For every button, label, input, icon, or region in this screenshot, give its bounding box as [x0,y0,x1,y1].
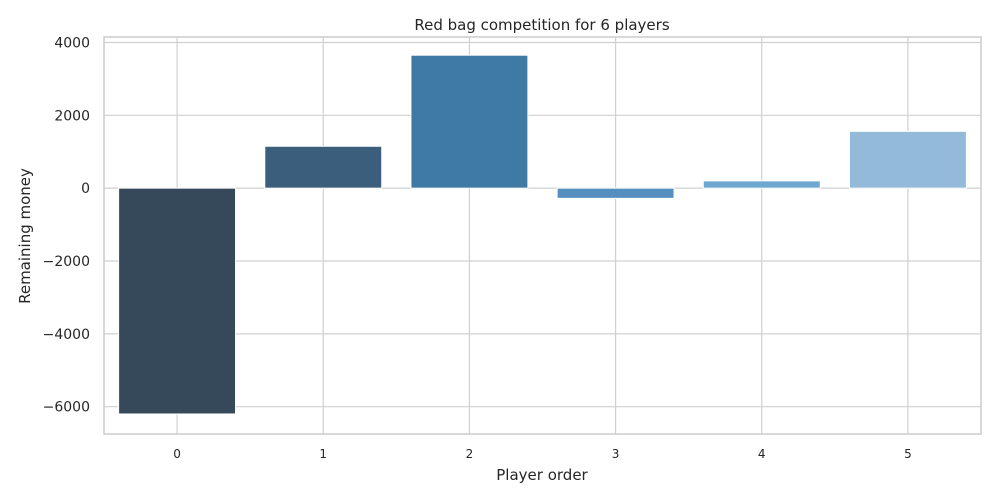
y-axis-title: Remaining money [16,168,34,304]
bar-player-5 [848,130,967,189]
y-tick-label: −6000 [43,400,90,416]
x-tick-label: 0 [173,447,181,461]
y-tick-label: −2000 [43,254,90,270]
bar-player-3 [556,187,675,199]
bar-player-4 [702,180,821,189]
bars [118,54,967,415]
bar-player-0 [118,187,237,415]
y-tick-label: 2000 [54,108,90,124]
x-tick-label: 5 [904,447,912,461]
bar-player-1 [264,145,383,189]
x-axis-title: Player order [496,466,588,484]
x-tick-label: 1 [319,447,327,461]
x-tick-label: 2 [466,447,474,461]
x-tick-label: 3 [612,447,620,461]
x-tick-labels: 0 1 2 3 4 5 [173,447,911,461]
y-tick-labels: −6000 −4000 −2000 0 2000 4000 [43,35,90,415]
plot-frame [103,36,982,435]
bar-player-2 [410,54,529,189]
y-tick-label: −4000 [43,327,90,343]
chart-title: Red bag competition for 6 players [414,16,669,34]
x-tick-label: 4 [758,447,766,461]
grid-lines [104,37,981,434]
y-tick-label: 4000 [54,35,90,51]
y-tick-label: 0 [81,181,90,197]
